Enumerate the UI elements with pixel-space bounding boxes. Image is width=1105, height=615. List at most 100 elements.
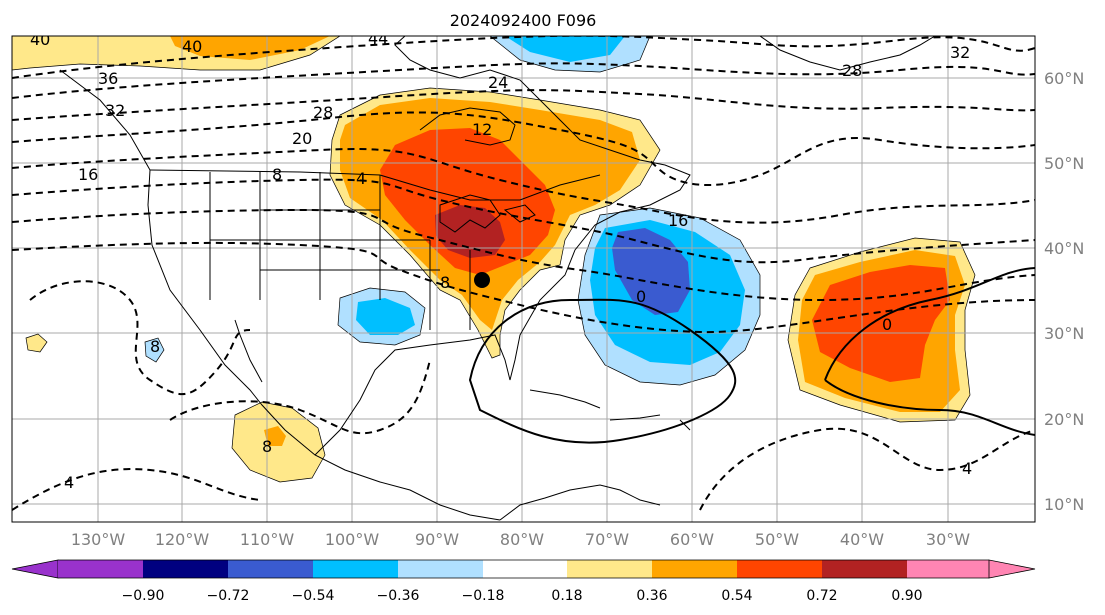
contour-label: 0 xyxy=(882,315,892,334)
colorbar-bin xyxy=(398,560,483,578)
colorbar-bin xyxy=(143,560,228,578)
caribbean-islands xyxy=(529,389,691,431)
colorbar-bin xyxy=(652,560,737,578)
contour-label: 32 xyxy=(105,101,125,120)
colorbar-tick-label: −0.36 xyxy=(377,588,420,604)
colorbar-tick-label: −0.90 xyxy=(122,588,165,604)
colorbar-bin xyxy=(483,560,567,578)
colorbar-bin xyxy=(313,560,398,578)
lon-label: 100°W xyxy=(325,530,380,549)
contour-label: 28 xyxy=(313,103,333,122)
contour-labels: 40 40 44 36 32 28 24 32 28 20 16 12 8 4 … xyxy=(30,29,972,492)
colorbar-tick-label: 0.90 xyxy=(891,588,922,604)
colorbar-high-extension xyxy=(988,559,1036,579)
us-canada-border xyxy=(149,169,601,201)
gulf-cold-036 xyxy=(356,298,415,335)
contour-line xyxy=(12,62,1035,99)
map-title: 2024092400 F096 xyxy=(450,11,597,30)
lon-label: 50°W xyxy=(755,530,799,549)
lat-label: 30°N xyxy=(1044,324,1084,343)
lon-label: 40°W xyxy=(840,530,884,549)
small-cold-patch xyxy=(144,337,165,363)
contour-label: 40 xyxy=(182,37,202,56)
lon-label: 70°W xyxy=(585,530,629,549)
coastlines xyxy=(59,36,936,521)
great-lakes xyxy=(439,194,536,233)
contour-label: 36 xyxy=(98,69,118,88)
colorbar-bin xyxy=(58,560,143,578)
colorbar-bin xyxy=(907,560,989,578)
longitude-labels: 130°W 120°W 110°W 100°W 90°W 80°W 70°W 6… xyxy=(71,530,970,549)
top-warm-strip-036 xyxy=(170,36,330,60)
height-contours xyxy=(12,36,1035,511)
contour-label: 44 xyxy=(368,29,388,48)
contour-label: 12 xyxy=(472,120,492,139)
contour-label: 0 xyxy=(636,287,646,306)
location-marker xyxy=(474,272,490,288)
contour-line xyxy=(12,241,1035,334)
contour-line xyxy=(12,111,1035,187)
contour-label: 24 xyxy=(488,73,508,92)
contour-line xyxy=(12,36,1035,79)
anomaly-shading xyxy=(12,36,976,483)
colorbar-tick-label: 0.72 xyxy=(806,588,837,604)
contour-line xyxy=(12,178,1035,264)
contour-label: 28 xyxy=(842,61,862,80)
contour-label: 8 xyxy=(272,165,282,184)
warm-region-054 xyxy=(380,128,555,275)
map-panel: 40 40 44 36 32 28 24 32 28 20 16 12 8 4 … xyxy=(12,29,1035,522)
contour-label: 4 xyxy=(962,459,972,478)
state-borders xyxy=(209,172,471,330)
greenland-coast xyxy=(759,36,936,71)
south-america-coast xyxy=(499,484,661,521)
map-frame xyxy=(11,35,1036,523)
contour-label: 32 xyxy=(950,43,970,62)
colorbar: −0.90 −0.72 −0.54 −0.36 −0.18 0.18 0.36 … xyxy=(11,559,1036,604)
colorbar-tick-label: −0.18 xyxy=(462,588,505,604)
warm-region-072 xyxy=(435,205,505,258)
lon-label: 130°W xyxy=(71,530,126,549)
colorbar-bin xyxy=(737,560,822,578)
contour-line xyxy=(12,89,1035,121)
contour-line xyxy=(12,468,261,511)
lon-label: 120°W xyxy=(155,530,210,549)
contour-line xyxy=(29,280,251,395)
colorbar-low-extension xyxy=(11,559,59,579)
small-warm-patch xyxy=(25,333,48,353)
lon-label: 30°W xyxy=(926,530,970,549)
lon-label: 60°W xyxy=(670,530,714,549)
colorbar-bin xyxy=(567,560,652,578)
contour-line xyxy=(169,359,431,435)
lat-label: 60°N xyxy=(1044,69,1084,88)
contour-zero-east xyxy=(824,267,1035,436)
latitude-labels: 60°N 50°N 40°N 30°N 20°N 10°N xyxy=(1044,69,1084,514)
lon-label: 80°W xyxy=(500,530,544,549)
contour-label: 40 xyxy=(30,30,50,49)
colorbar-tick-label: 0.18 xyxy=(551,588,582,604)
lon-label: 110°W xyxy=(240,530,295,549)
contour-label: 4 xyxy=(356,169,366,188)
colorbar-tick-label: 0.36 xyxy=(636,588,667,604)
contour-label: 16 xyxy=(668,211,688,230)
contour-label: 8 xyxy=(262,437,272,456)
lat-label: 10°N xyxy=(1044,495,1084,514)
lat-label: 40°N xyxy=(1044,239,1084,258)
colorbar-tick-label: −0.54 xyxy=(292,588,335,604)
contour-label: 4 xyxy=(64,473,74,492)
top-cold-patch-036 xyxy=(505,36,625,62)
contour-zero-west xyxy=(468,298,737,444)
colorbar-tick-label: −0.72 xyxy=(207,588,250,604)
lat-label: 50°N xyxy=(1044,154,1084,173)
atlantic-warm-054 xyxy=(812,265,950,382)
colorbar-bin xyxy=(228,560,313,578)
colorbar-tick-label: 0.54 xyxy=(721,588,752,604)
lon-label: 90°W xyxy=(415,530,459,549)
contour-label: 16 xyxy=(78,165,98,184)
contour-label: 8 xyxy=(440,273,450,292)
contour-label: 8 xyxy=(150,337,160,356)
contour-line xyxy=(699,427,1035,511)
colorbar-bin xyxy=(822,560,907,578)
contour-line xyxy=(12,148,1035,224)
cold-region-054 xyxy=(612,228,690,315)
